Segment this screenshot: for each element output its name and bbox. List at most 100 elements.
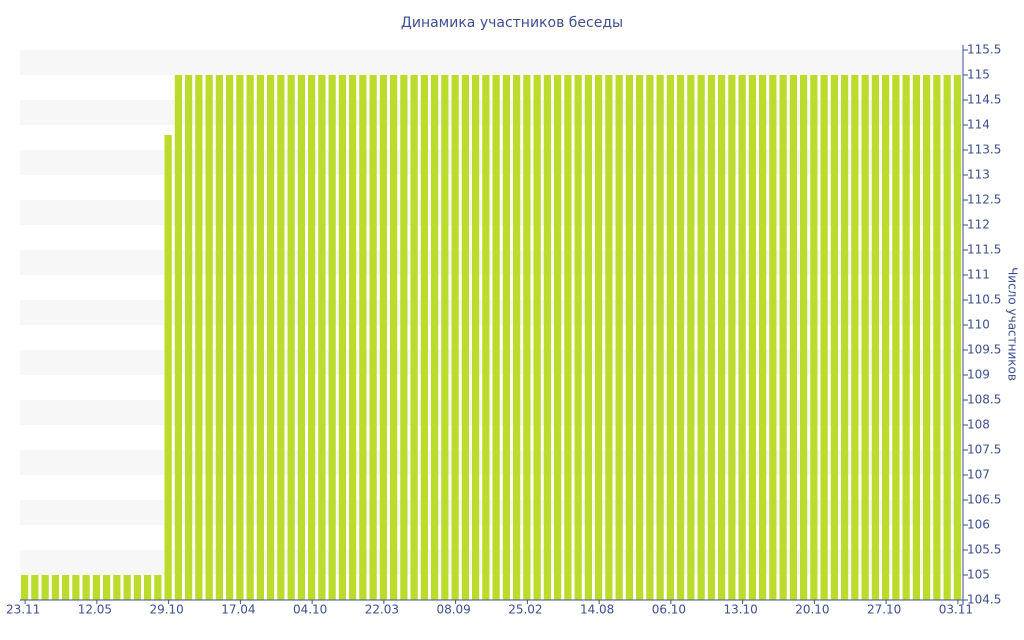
bar <box>625 75 633 600</box>
y-tick-label: 113.5 <box>967 143 1001 157</box>
bar <box>779 75 787 600</box>
bar <box>687 75 695 600</box>
bar <box>759 75 767 600</box>
y-tick-label: 111 <box>967 268 990 282</box>
bar <box>256 75 264 600</box>
bar <box>923 75 931 600</box>
bar <box>226 75 234 600</box>
bar <box>482 75 490 600</box>
bar <box>502 75 510 600</box>
bar <box>636 75 644 600</box>
bar <box>769 75 777 600</box>
x-tick-label: 25.02 <box>508 603 542 617</box>
bar <box>461 75 469 600</box>
bar <box>830 75 838 600</box>
x-tick-label: 22.03 <box>365 603 399 617</box>
bar <box>21 575 29 600</box>
x-tick-label: 29.10 <box>149 603 183 617</box>
bar <box>646 75 654 600</box>
bar <box>707 75 715 600</box>
bar <box>123 575 131 600</box>
y-tick-label: 109 <box>967 368 990 382</box>
y-tick-label: 114 <box>967 118 990 132</box>
bar <box>31 575 39 600</box>
bar <box>554 75 562 600</box>
bar <box>861 75 869 600</box>
bar <box>584 75 592 600</box>
bar <box>154 575 162 600</box>
bar <box>297 75 305 600</box>
y-tick-label: 115 <box>967 68 990 82</box>
bar <box>400 75 408 600</box>
y-tick-label: 111.5 <box>967 243 1001 257</box>
bar <box>851 75 859 600</box>
bar <box>605 75 613 600</box>
bar <box>338 75 346 600</box>
y-tick-label: 112.5 <box>967 193 1001 207</box>
bar <box>390 75 398 600</box>
bar <box>359 75 367 600</box>
bar <box>144 575 152 600</box>
x-tick-label: 08.09 <box>436 603 470 617</box>
bar <box>666 75 674 600</box>
bar <box>492 75 500 600</box>
bar <box>933 75 941 600</box>
bar <box>748 75 756 600</box>
y-tick-label: 105.5 <box>967 543 1001 557</box>
bar <box>318 75 326 600</box>
y-tick-label: 110.5 <box>967 293 1001 307</box>
bar <box>912 75 920 600</box>
bar <box>595 75 603 600</box>
bar <box>523 75 531 600</box>
bar <box>451 75 459 600</box>
bar <box>615 75 623 600</box>
x-tick-label: 14.08 <box>580 603 614 617</box>
bar <box>164 135 172 600</box>
bar <box>882 75 890 600</box>
bar <box>62 575 70 600</box>
bar <box>277 75 285 600</box>
bar <box>328 75 336 600</box>
bar <box>41 575 49 600</box>
y-tick-label: 106.5 <box>967 493 1001 507</box>
bar <box>215 75 223 600</box>
bar <box>113 575 121 600</box>
bar <box>943 75 951 600</box>
x-tick-label: 17.04 <box>221 603 255 617</box>
x-tick-label: 23.11 <box>6 603 40 617</box>
bar <box>431 75 439 600</box>
bar <box>51 575 59 600</box>
grid-band <box>20 50 963 75</box>
bar <box>718 75 726 600</box>
y-tick-label: 110 <box>967 318 990 332</box>
chart-title: Динамика участников беседы <box>401 15 623 31</box>
bar <box>697 75 705 600</box>
x-tick-label: 06.10 <box>652 603 686 617</box>
bar <box>810 75 818 600</box>
bar <box>728 75 736 600</box>
bar <box>789 75 797 600</box>
bar <box>379 75 387 600</box>
x-tick-label: 13.10 <box>723 603 757 617</box>
y-tick-label: 115.5 <box>967 43 1001 57</box>
bar <box>533 75 541 600</box>
bar <box>349 75 357 600</box>
bar <box>195 75 203 600</box>
bar <box>185 75 193 600</box>
bar <box>267 75 275 600</box>
bar <box>543 75 551 600</box>
x-tick-label: 27.10 <box>867 603 901 617</box>
y-tick-label: 105 <box>967 568 990 582</box>
bar <box>369 75 377 600</box>
bar <box>441 75 449 600</box>
bar <box>205 75 213 600</box>
bar <box>953 75 961 600</box>
bar <box>902 75 910 600</box>
bar <box>656 75 664 600</box>
y-tick-label: 114.5 <box>967 93 1001 107</box>
bar <box>472 75 480 600</box>
bar <box>72 575 80 600</box>
x-tick-label: 20.10 <box>795 603 829 617</box>
bar <box>246 75 254 600</box>
